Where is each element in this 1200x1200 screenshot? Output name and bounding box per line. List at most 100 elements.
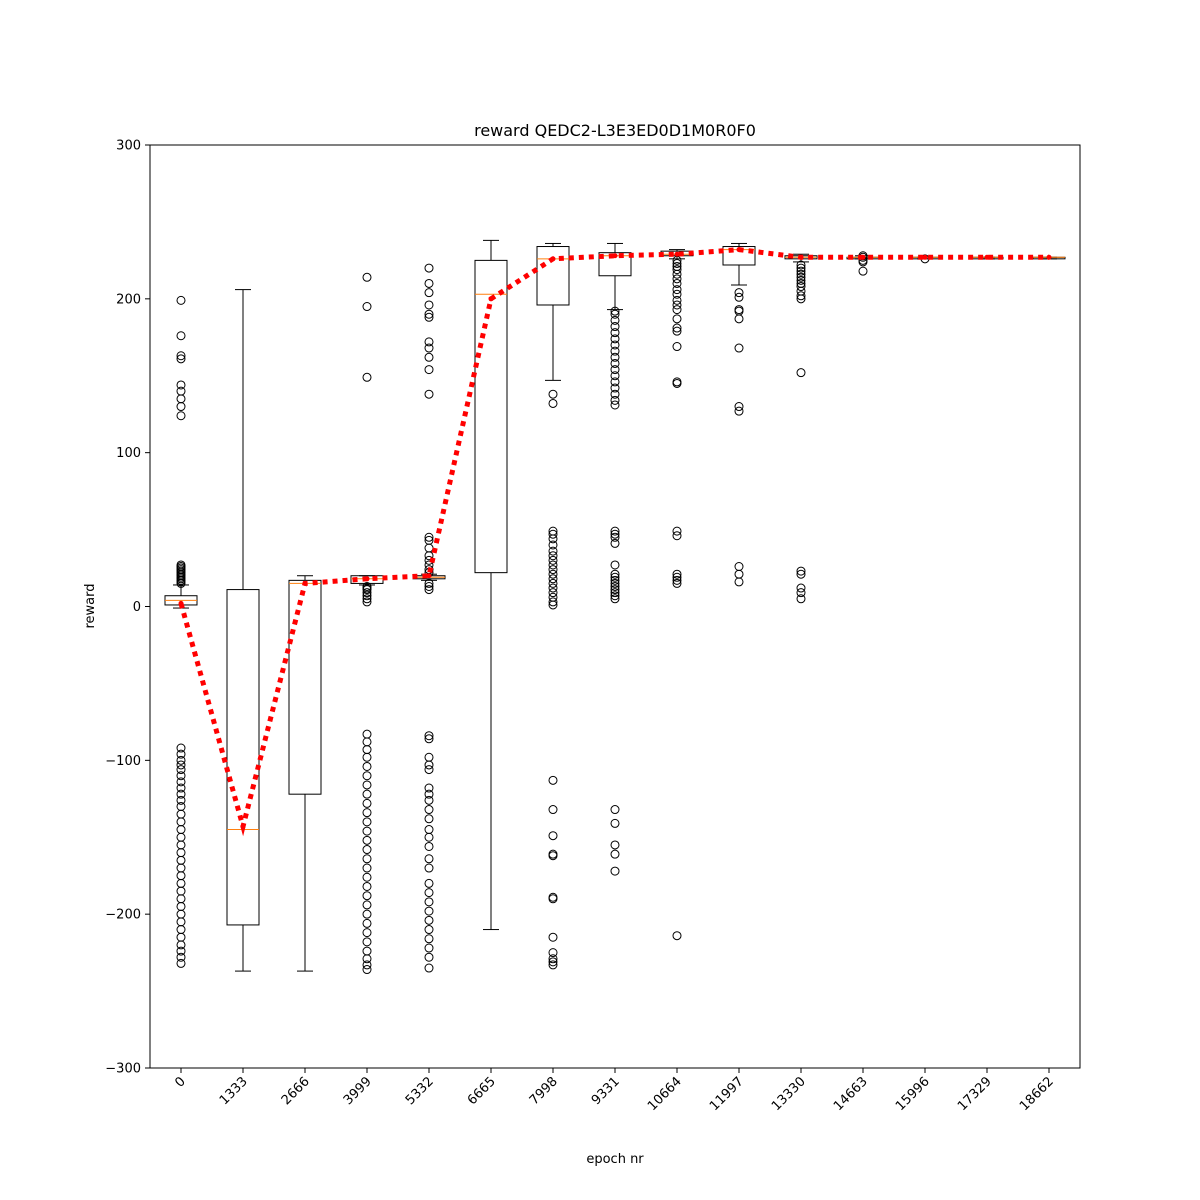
- outlier-point: [610, 383, 620, 393]
- y-tick-label: 300: [116, 139, 141, 154]
- outlier-point: [424, 309, 434, 319]
- box-11997: [722, 242, 756, 587]
- outlier-point: [424, 805, 434, 815]
- outlier-point: [362, 918, 372, 928]
- outlier-point: [362, 752, 372, 762]
- outlier-point: [610, 572, 620, 582]
- outlier-point: [176, 946, 186, 956]
- y-tick-label: 200: [116, 292, 141, 307]
- outlier-point: [796, 275, 806, 285]
- mean-point: [488, 296, 494, 302]
- mean-point: [674, 251, 680, 257]
- outlier-point: [424, 343, 434, 353]
- outlier-point: [548, 565, 558, 575]
- outlier-point: [672, 931, 682, 941]
- mean-point: [302, 580, 308, 586]
- x-axis-label: epoch nr: [586, 1152, 644, 1167]
- outlier-point: [362, 937, 372, 947]
- outlier-point: [610, 377, 620, 387]
- outlier-point: [610, 578, 620, 588]
- outlier-point: [672, 323, 682, 333]
- outlier-point: [796, 368, 806, 378]
- outlier-point: [796, 266, 806, 276]
- outlier-point: [548, 555, 558, 565]
- outlier-point: [424, 795, 434, 805]
- outlier-point: [176, 351, 186, 361]
- outlier-point: [548, 560, 558, 570]
- chart-title: reward QEDC2-L3E3ED0D1M0R0F0: [474, 121, 756, 140]
- outlier-point: [548, 588, 558, 598]
- outlier-point: [362, 881, 372, 891]
- outlier-point: [672, 531, 682, 541]
- mean-line: [178, 247, 1049, 837]
- outlier-point: [672, 314, 682, 324]
- outlier-point: [548, 957, 558, 967]
- outlier-point: [672, 269, 682, 279]
- outlier-point: [672, 575, 682, 585]
- iqr-box: [288, 579, 322, 795]
- outlier-point: [176, 755, 186, 765]
- outlier-point: [796, 263, 806, 273]
- box-0: [164, 295, 198, 968]
- outlier-point: [610, 529, 620, 539]
- outlier-point: [362, 588, 372, 598]
- outlier-point: [734, 292, 744, 302]
- outlier-point: [424, 532, 434, 542]
- outlier-point: [548, 775, 558, 785]
- outlier-point: [672, 300, 682, 310]
- y-tick-label: 100: [116, 446, 141, 461]
- outlier-point: [362, 954, 372, 964]
- outlier-point: [548, 569, 558, 579]
- outlier-point: [610, 358, 620, 368]
- box-7998: [536, 242, 570, 970]
- outlier-point: [362, 591, 372, 601]
- outlier-point: [610, 538, 620, 548]
- outlier-point: [796, 291, 806, 301]
- box-5332: [412, 263, 446, 973]
- mean-point: [798, 254, 804, 260]
- outlier-point: [176, 771, 186, 781]
- outlier-point: [610, 395, 620, 405]
- outlier-point: [610, 389, 620, 399]
- box-3999: [350, 272, 384, 975]
- outlier-point: [610, 585, 620, 595]
- outlier-point: [362, 909, 372, 919]
- outlier-point: [796, 588, 806, 598]
- outlier-point: [610, 532, 620, 542]
- outlier-point: [362, 771, 372, 781]
- outlier-point: [424, 963, 434, 973]
- iqr-box: [474, 259, 508, 574]
- outlier-point: [424, 934, 434, 944]
- outlier-point: [672, 285, 682, 295]
- mean-point: [736, 247, 742, 253]
- outlier-point: [610, 588, 620, 598]
- outlier-point: [548, 948, 558, 958]
- y-tick-label: −100: [105, 754, 141, 769]
- outlier-point: [672, 289, 682, 299]
- outlier-point: [424, 783, 434, 793]
- outlier-point: [734, 402, 744, 412]
- outlier-point: [424, 582, 434, 592]
- outlier-point: [176, 578, 186, 588]
- outlier-point: [424, 551, 434, 561]
- outlier-point: [548, 597, 558, 607]
- outlier-point: [610, 346, 620, 356]
- iqr-box: [722, 246, 756, 266]
- outlier-point: [362, 789, 372, 799]
- outlier-point: [176, 789, 186, 799]
- mean-point: [922, 254, 928, 260]
- outlier-point: [610, 591, 620, 601]
- outlier-point: [548, 389, 558, 399]
- outlier-point: [548, 398, 558, 408]
- outlier-point: [796, 294, 806, 304]
- outlier-point: [796, 583, 806, 593]
- outlier-point: [362, 761, 372, 771]
- plot-frame: [149, 144, 1081, 1069]
- outlier-point: [610, 365, 620, 375]
- outlier-point: [424, 300, 434, 310]
- outlier-point: [362, 594, 372, 604]
- outlier-point: [424, 878, 434, 888]
- outlier-point: [610, 805, 620, 815]
- outlier-point: [610, 340, 620, 350]
